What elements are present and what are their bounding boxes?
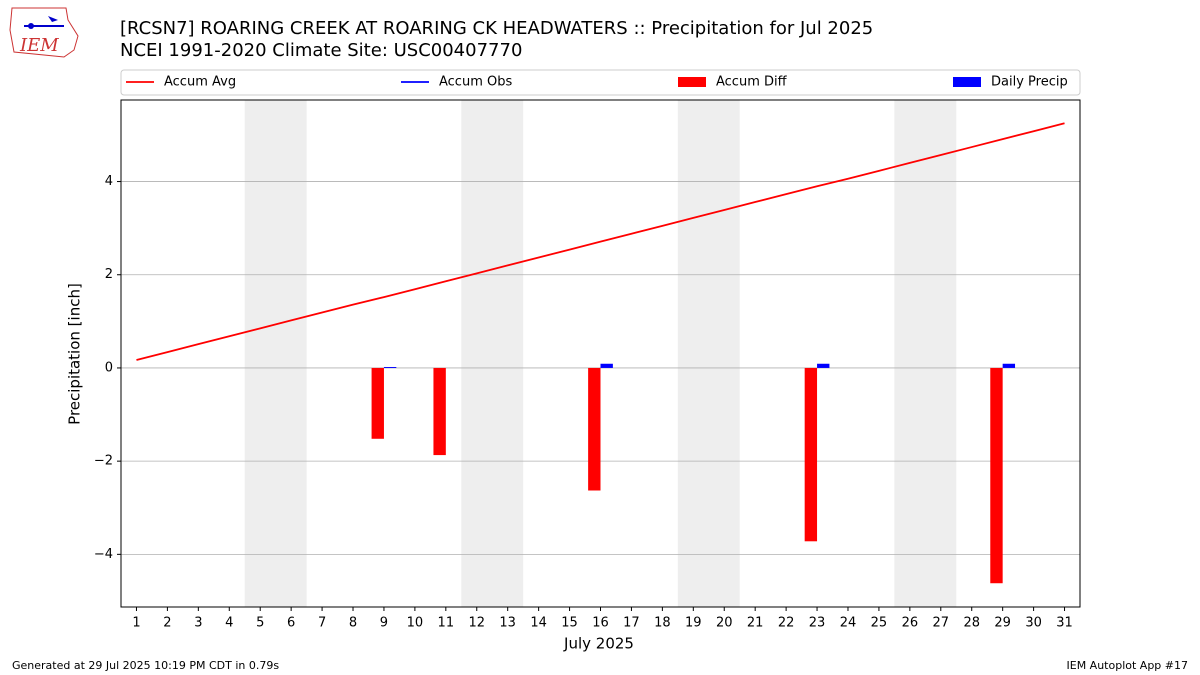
legend-label: Accum Diff xyxy=(716,75,788,90)
x-tick-label: 26 xyxy=(902,616,919,631)
x-tick-label: 24 xyxy=(840,616,857,631)
weekend-shade xyxy=(894,100,957,607)
x-tick-label: 21 xyxy=(747,616,764,631)
weekend-shade xyxy=(677,100,740,607)
bar xyxy=(383,367,397,368)
x-tick-label: 5 xyxy=(256,616,264,631)
y-tick-label: 2 xyxy=(105,267,113,282)
chart-title: [RCSN7] ROARING CREEK AT ROARING CK HEAD… xyxy=(120,18,873,39)
bar xyxy=(1002,363,1016,368)
y-tick-label: −4 xyxy=(94,547,113,562)
x-tick-label: 28 xyxy=(963,616,980,631)
bar xyxy=(433,367,446,456)
x-tick-label: 10 xyxy=(407,616,424,631)
x-tick-label: 17 xyxy=(623,616,640,631)
x-tick-label: 13 xyxy=(499,616,516,631)
legend-label: Daily Precip xyxy=(991,75,1068,90)
x-tick-label: 16 xyxy=(592,616,609,631)
x-tick-label: 14 xyxy=(530,616,547,631)
legend-label: Accum Avg xyxy=(164,75,236,90)
x-tick-label: 7 xyxy=(318,616,326,631)
legend-swatch xyxy=(678,77,706,87)
x-tick-label: 15 xyxy=(561,616,578,631)
x-tick-label: 6 xyxy=(287,616,295,631)
x-tick-label: 2 xyxy=(163,616,171,631)
x-tick-label: 19 xyxy=(685,616,702,631)
bar xyxy=(600,363,613,368)
legend-label: Accum Obs xyxy=(439,75,512,90)
y-tick-label: −2 xyxy=(94,454,113,469)
x-tick-label: 30 xyxy=(1025,616,1042,631)
logo-text: IEM xyxy=(19,35,59,56)
x-tick-label: 23 xyxy=(809,616,826,631)
x-tick-label: 22 xyxy=(778,616,795,631)
x-tick-label: 3 xyxy=(194,616,202,631)
series-line xyxy=(136,122,1065,361)
bar xyxy=(371,367,384,439)
footer-right: IEM Autoplot App #17 xyxy=(1067,659,1189,672)
weekend-shade xyxy=(461,100,524,607)
x-tick-label: 4 xyxy=(225,616,233,631)
footer-left: Generated at 29 Jul 2025 10:19 PM CDT in… xyxy=(12,659,279,672)
x-tick-label: 25 xyxy=(871,616,888,631)
logo: IEM xyxy=(9,7,79,58)
x-tick-label: 20 xyxy=(716,616,733,631)
x-tick-label: 27 xyxy=(933,616,950,631)
legend-swatch xyxy=(953,77,981,87)
y-axis-label: Precipitation [inch] xyxy=(66,283,84,425)
legend-box xyxy=(120,69,1081,96)
y-tick-label: 4 xyxy=(105,174,113,189)
x-tick-label: 9 xyxy=(380,616,388,631)
x-tick-label: 31 xyxy=(1056,616,1073,631)
x-tick-label: 18 xyxy=(654,616,671,631)
x-tick-label: 29 xyxy=(994,616,1011,631)
y-tick-label: 0 xyxy=(105,360,113,375)
bar xyxy=(817,363,830,368)
x-tick-label: 11 xyxy=(438,616,455,631)
weekend-shade xyxy=(244,100,307,607)
x-tick-label: 8 xyxy=(349,616,357,631)
x-axis-label: July 2025 xyxy=(563,635,634,653)
bar xyxy=(990,367,1003,584)
chart-subtitle: NCEI 1991-2020 Climate Site: USC00407770 xyxy=(120,40,522,61)
x-tick-label: 1 xyxy=(132,616,140,631)
bar xyxy=(804,367,818,542)
bar xyxy=(588,367,601,491)
x-tick-label: 12 xyxy=(468,616,485,631)
